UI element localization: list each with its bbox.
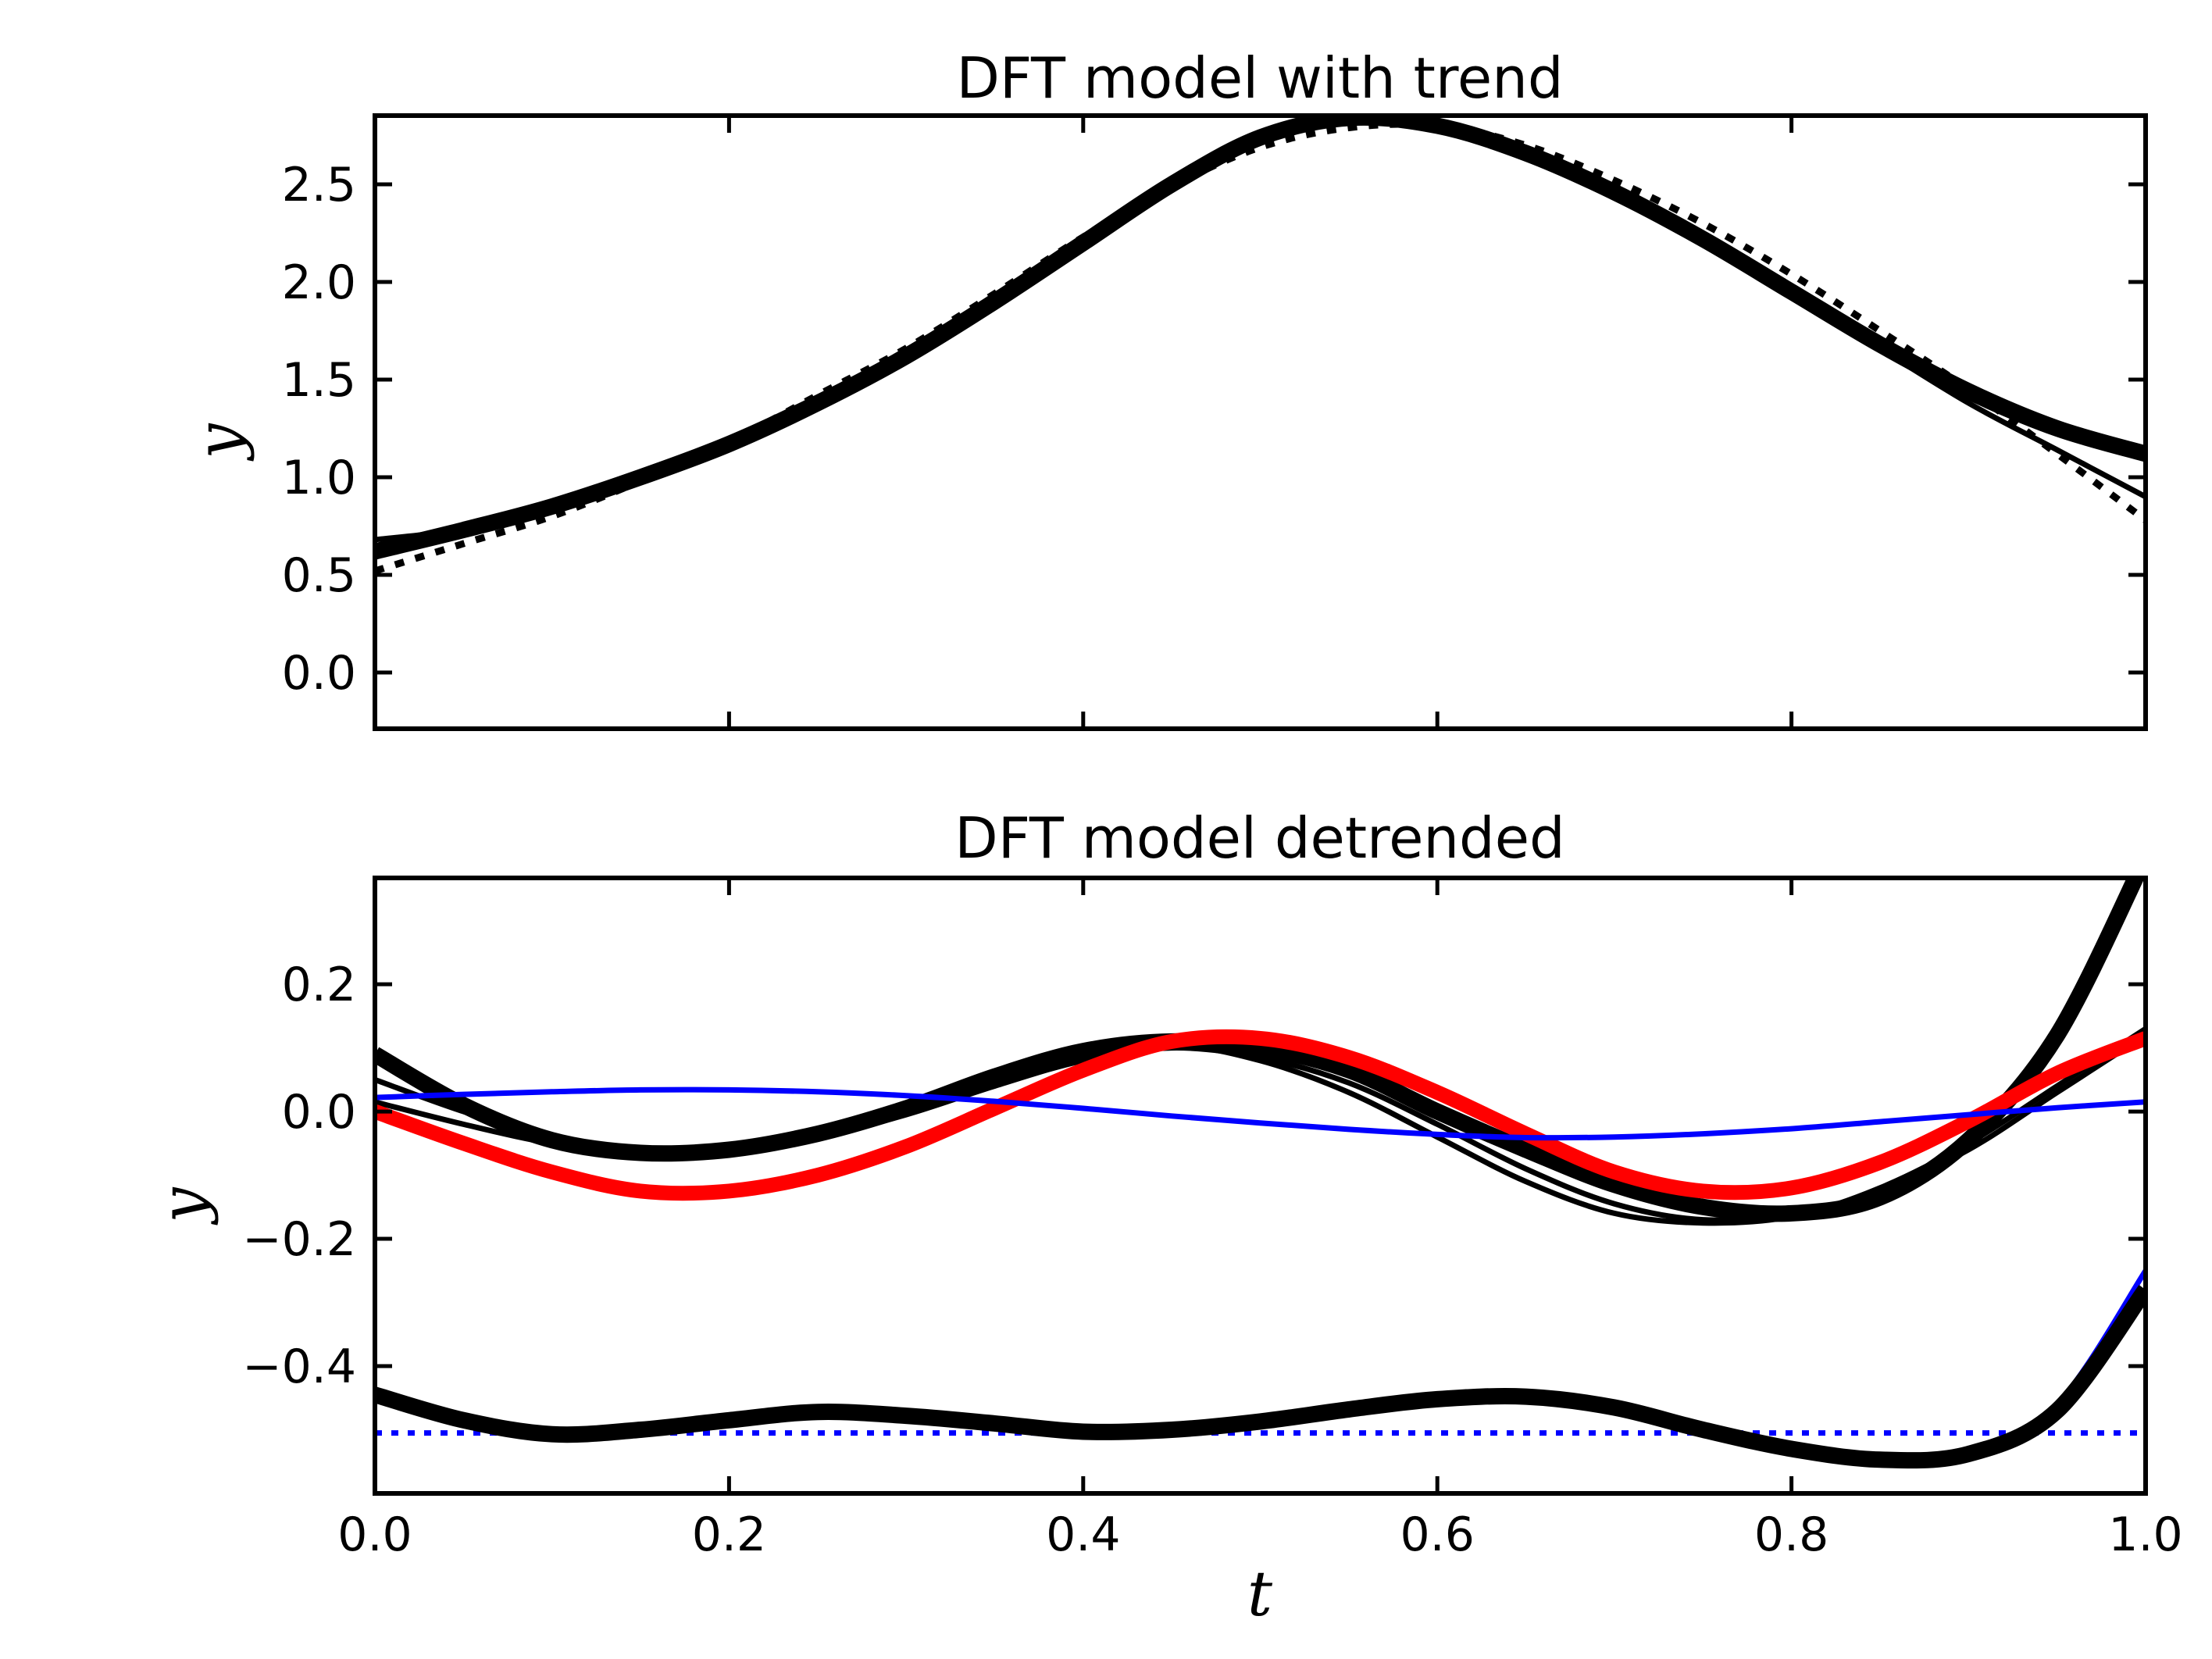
series-harmonic-blue-line: [375, 1086, 2146, 1141]
y-axis-label: y: [183, 423, 255, 462]
y-tick-label: 2.0: [282, 255, 356, 310]
y-tick-label: 0.2: [282, 958, 356, 1012]
x-tick-label: 0.0: [337, 1507, 412, 1562]
y-axis-label: y: [147, 1186, 219, 1226]
y-tick-label: 1.5: [282, 353, 356, 408]
series-residual-offset-line: [375, 1284, 2146, 1469]
plot-title: DFT model with trend: [956, 45, 1563, 111]
axes-dft-model-with-trend: 0.00.51.01.52.02.5 DFT model with trend …: [183, 45, 2148, 731]
series-harmonic-red-line: [375, 1029, 2146, 1201]
axes-dft-model-detrended: 0.2 0.0 −0.2 −0.4 0.0 0.2 0.4 0.6 0.8 1.0 DFT mod…: [147, 805, 2183, 1630]
x-tick-label: 1.0: [2108, 1507, 2182, 1562]
x-tick-label: 0.2: [692, 1507, 766, 1562]
y-tick-label: 2.5: [282, 158, 356, 212]
plot-frame: [373, 876, 2148, 1496]
x-tick-label: 0.6: [1400, 1507, 1474, 1562]
x-tick-label: 0.8: [1754, 1507, 1828, 1562]
x-tick-label: 0.4: [1046, 1507, 1120, 1562]
series-dft-model-dotted-line: [375, 120, 2146, 575]
y-tick-label: 0.0: [282, 646, 356, 701]
y-tick-label: 0.0: [282, 1085, 356, 1140]
series-dft-model-with-trend-thin-line: [375, 116, 2146, 543]
plot-title: DFT model detrended: [954, 805, 1564, 871]
y-tick-label: 0.5: [282, 548, 356, 603]
x-axis-label: t: [1247, 1557, 1273, 1630]
series-detrended-data-line: [375, 878, 2145, 1222]
y-tick-label: 1.0: [282, 451, 356, 505]
y-tick-label: −0.2: [242, 1212, 356, 1267]
plot-frame: [373, 113, 2148, 731]
y-tick-label: −0.4: [242, 1340, 356, 1394]
